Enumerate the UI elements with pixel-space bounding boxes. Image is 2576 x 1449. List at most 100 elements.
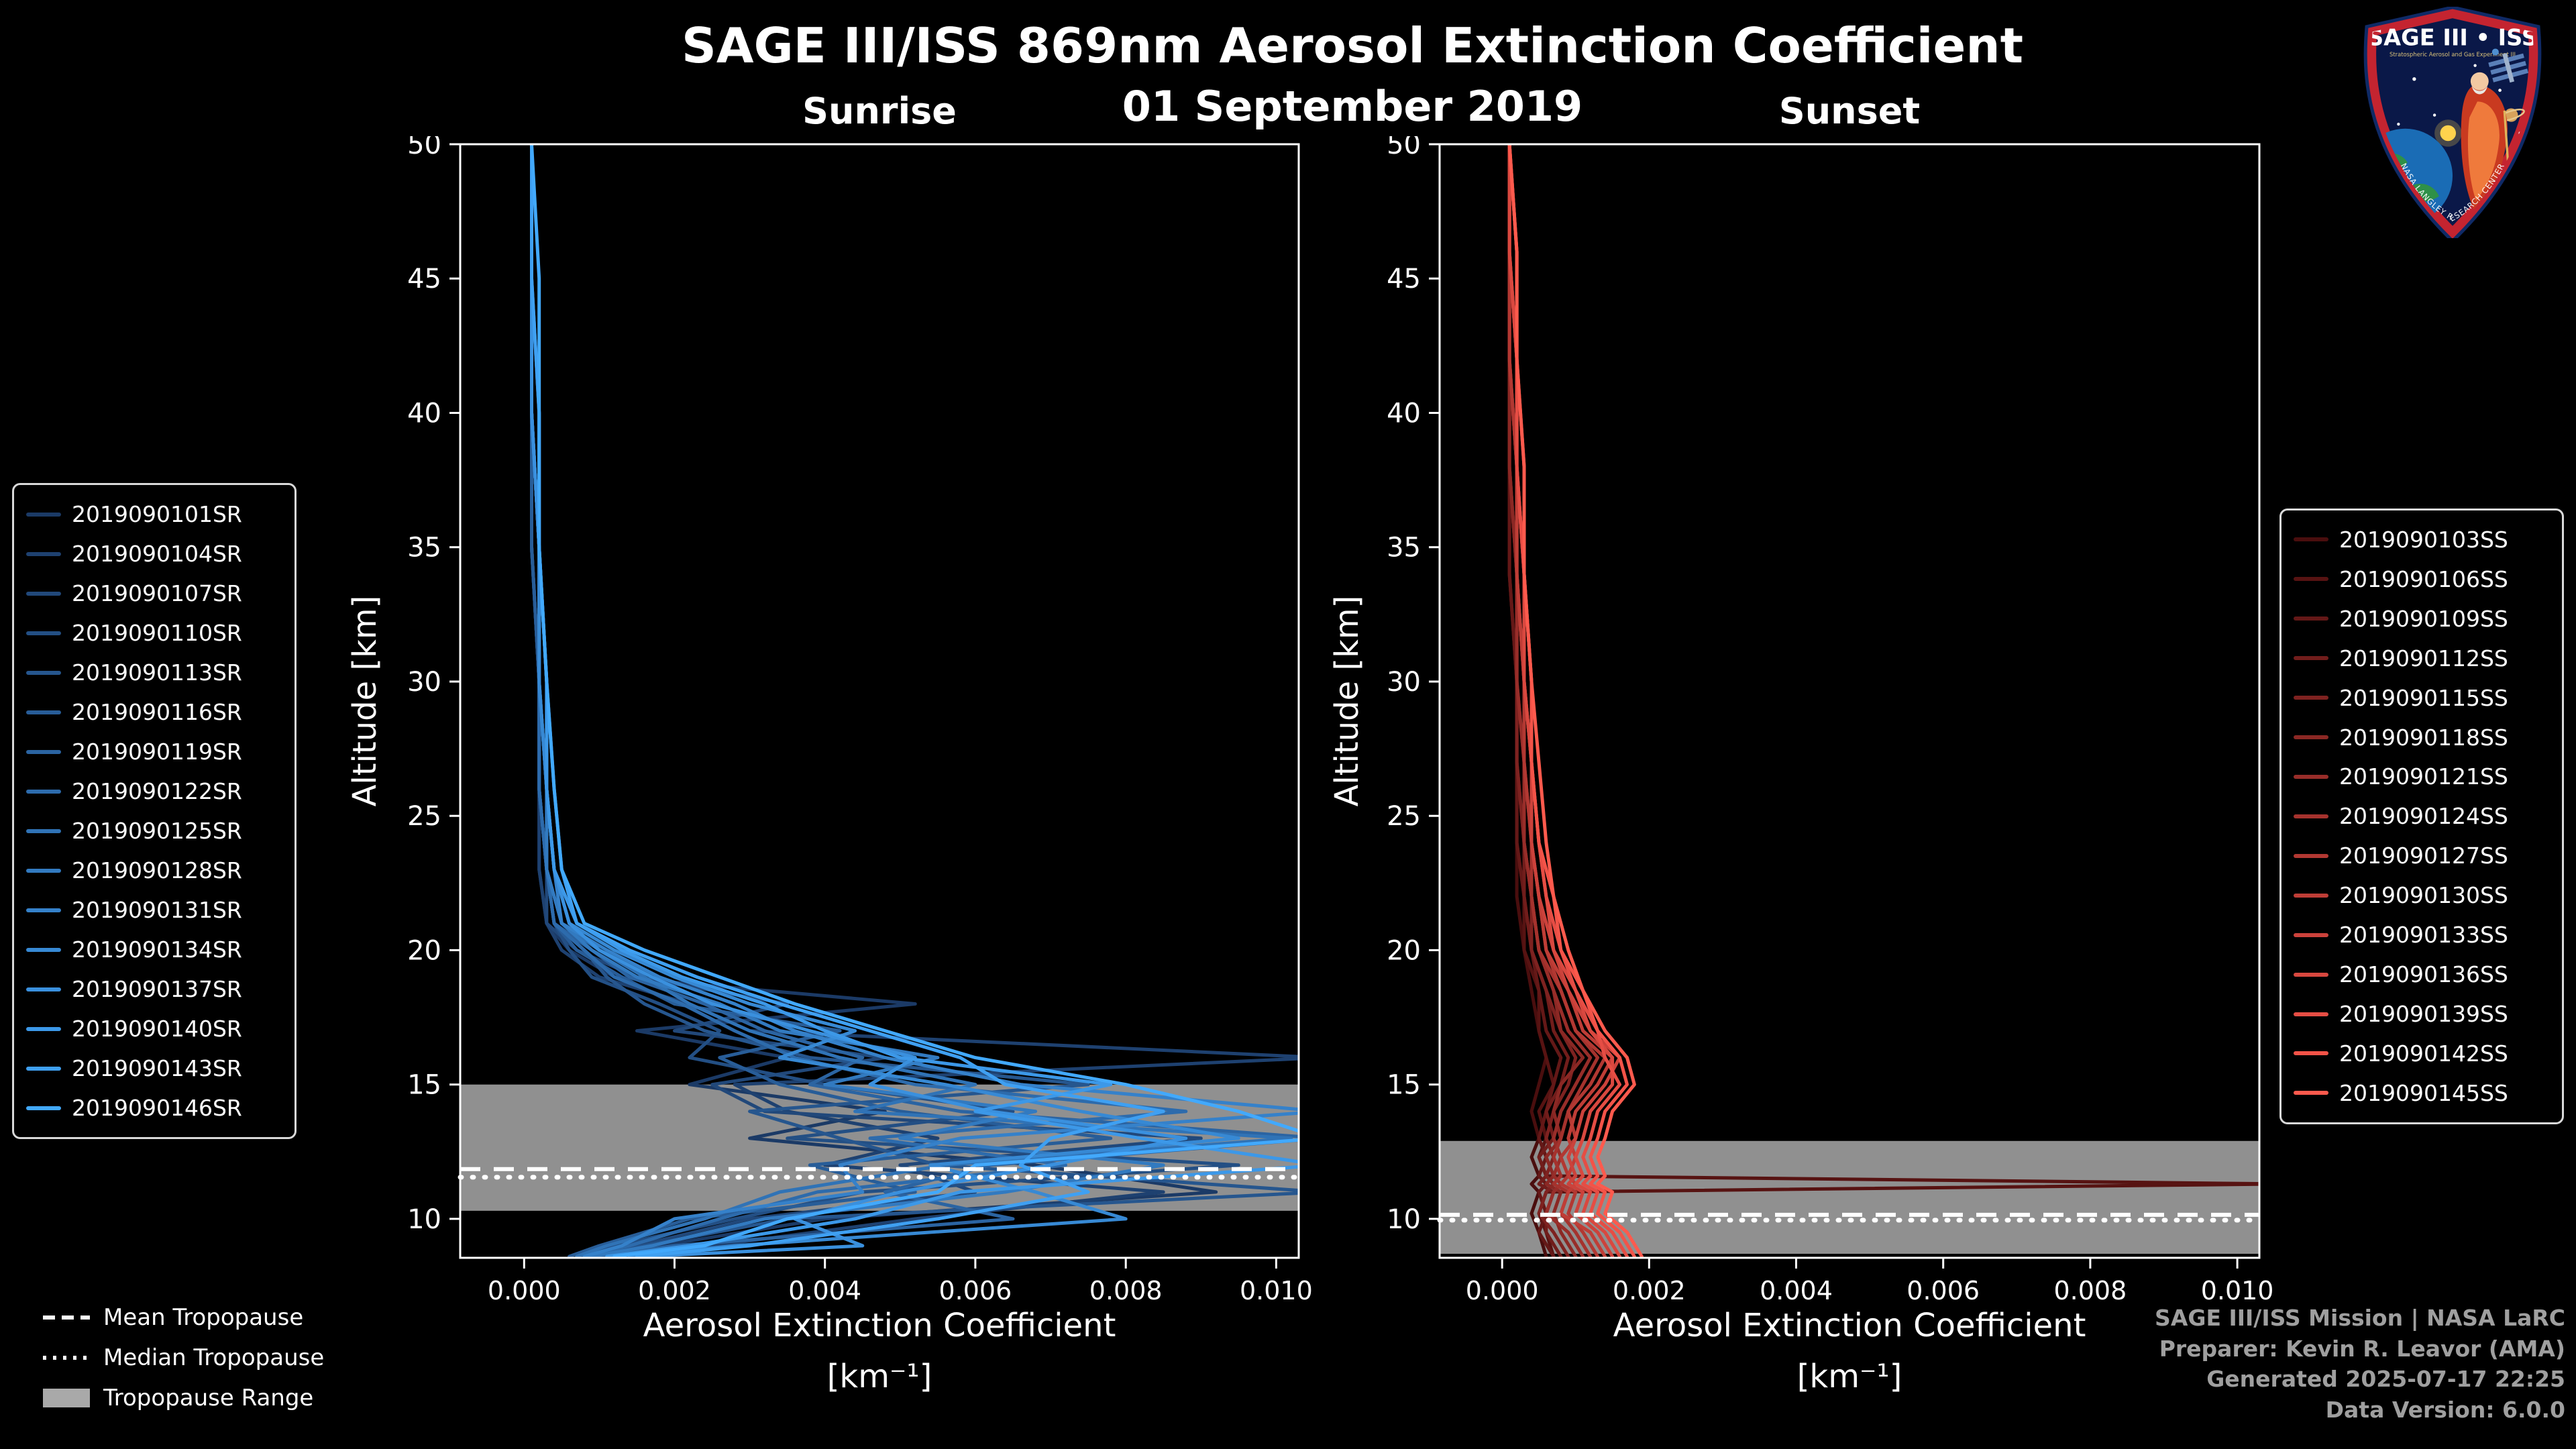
legend-label: 2019090146SR — [72, 1095, 242, 1121]
legend-item: 2019090104SR — [26, 541, 282, 567]
legend-label: 2019090103SS — [2339, 526, 2508, 553]
y-tick-label: 45 — [407, 264, 441, 294]
sun-icon — [2440, 125, 2457, 142]
legend-item: 2019090125SR — [26, 818, 282, 844]
y-tick-label: 10 — [407, 1204, 441, 1235]
legend-line-swatch — [26, 947, 61, 952]
legend-line-swatch — [2294, 1051, 2328, 1056]
sunrise-x-axis-label: Aerosol Extinction Coefficient — [643, 1307, 1116, 1344]
legend-item: 2019090119SR — [26, 739, 282, 765]
y-tick-label: 25 — [1387, 801, 1421, 832]
sunset-legend: 2019090103SS 2019090106SS 2019090109SS 2019… — [2279, 508, 2564, 1124]
logo-title: SAGE III • ISS — [2367, 24, 2538, 50]
profile-line-2019090146SR — [530, 144, 1299, 1258]
legend-label: 2019090128SR — [72, 857, 242, 883]
legend-line-swatch — [26, 512, 61, 517]
legend-label: 2019090109SS — [2339, 605, 2508, 632]
profile-line-2019090116SR — [530, 144, 1113, 1258]
mean-tropopause-legend-item: Mean Tropopause — [43, 1304, 324, 1331]
sage-figure — [2461, 72, 2510, 213]
legend-line-swatch — [2294, 537, 2328, 542]
legend-item: 2019090139SS — [2294, 1001, 2550, 1027]
legend-label: 2019090133SS — [2339, 922, 2508, 949]
credit-data-version: Data Version: 6.0.0 — [2325, 1396, 2565, 1423]
x-tick-label: 0.008 — [2054, 1276, 2127, 1305]
legend-item: 2019090145SS — [2294, 1080, 2550, 1106]
legend-label: 2019090143SR — [72, 1055, 242, 1081]
tropopause-legend: Mean Tropopause Median Tropopause Tropop… — [43, 1304, 324, 1411]
legend-line-swatch — [2294, 577, 2328, 582]
legend-line-swatch — [26, 1106, 61, 1110]
legend-label: 2019090106SS — [2339, 566, 2508, 592]
legend-item: 2019090121SS — [2294, 763, 2550, 790]
x-tick-label: 0.006 — [939, 1276, 1012, 1305]
legend-item: 2019090133SS — [2294, 922, 2550, 948]
y-tick-label: 15 — [407, 1070, 441, 1101]
sunset-x-axis-label: Aerosol Extinction Coefficient — [1613, 1307, 2086, 1344]
dashed-line-swatch — [43, 1316, 90, 1320]
legend-line-swatch — [26, 789, 61, 794]
x-tick-label: 0.008 — [1089, 1276, 1163, 1305]
legend-line-swatch — [26, 987, 61, 991]
sunrise-plot: 0.000 0.002 0.004 0.006 0.008 0.010 10 15 20 25 30… — [407, 136, 1313, 1305]
legend-label: 2019090121SS — [2339, 763, 2508, 790]
legend-line-swatch — [2294, 616, 2328, 621]
legend-line-swatch — [2294, 696, 2328, 700]
sunrise-panel-title: Sunrise — [802, 90, 957, 132]
legend-item: 2019090101SR — [26, 501, 282, 527]
legend-label: 2019090122SR — [72, 778, 242, 804]
credit-generated: Generated 2025-07-17 22:25 — [2206, 1366, 2565, 1393]
legend-item: 2019090136SS — [2294, 961, 2550, 987]
legend-label: 2019090136SS — [2339, 961, 2508, 988]
legend-item: 2019090109SS — [2294, 606, 2550, 632]
legend-line-swatch — [26, 670, 61, 675]
y-tick-label: 40 — [407, 398, 441, 429]
legend-line-swatch — [2294, 735, 2328, 740]
legend-label: 2019090140SR — [72, 1016, 242, 1042]
legend-label: 2019090125SR — [72, 818, 242, 844]
page-title: SAGE III/ISS 869nm Aerosol Extinction Co… — [681, 17, 2024, 74]
sunset-x-axis-unit: [km⁻¹] — [1796, 1358, 1902, 1395]
y-tick-label: 10 — [1387, 1204, 1421, 1235]
legend-label: 2019090101SR — [72, 501, 242, 527]
planet-icon — [2491, 48, 2499, 56]
legend-item: 2019090112SS — [2294, 645, 2550, 672]
legend-label: 2019090142SS — [2339, 1040, 2508, 1067]
x-tick-label: 0.002 — [638, 1276, 711, 1305]
legend-line-swatch — [26, 1026, 61, 1031]
tropopause-range-legend-item: Tropopause Range — [43, 1385, 324, 1411]
x-tick-label: 0.000 — [1466, 1276, 1539, 1305]
mean-tropopause-label: Mean Tropopause — [103, 1304, 304, 1331]
legend-line-swatch — [26, 591, 61, 596]
legend-item: 2019090110SR — [26, 620, 282, 646]
legend-item: 2019090140SR — [26, 1016, 282, 1042]
credit-mission: SAGE III/ISS Mission | NASA LaRC — [2155, 1305, 2565, 1331]
legend-label: 2019090119SR — [72, 739, 242, 765]
y-tick-label: 40 — [1387, 398, 1421, 429]
legend-item: 2019090137SR — [26, 976, 282, 1002]
profile-line-2019090118SS — [1507, 144, 1585, 1258]
legend-item: 2019090128SR — [26, 857, 282, 883]
x-tick-label: 0.002 — [1613, 1276, 1686, 1305]
legend-label: 2019090112SS — [2339, 645, 2508, 672]
x-tick-label: 0.006 — [1907, 1276, 1980, 1305]
y-tick-label: 35 — [1387, 533, 1421, 564]
dotted-line-swatch — [43, 1356, 90, 1360]
y-tick-label: 35 — [407, 533, 441, 564]
legend-line-swatch — [2294, 1012, 2328, 1016]
legend-item: 2019090116SR — [26, 699, 282, 725]
legend-label: 2019090145SS — [2339, 1079, 2508, 1106]
median-tropopause-label: Median Tropopause — [103, 1344, 325, 1371]
legend-label: 2019090134SR — [72, 936, 242, 963]
legend-label: 2019090137SR — [72, 976, 242, 1002]
legend-label: 2019090113SR — [72, 659, 242, 686]
legend-line-swatch — [2294, 893, 2328, 898]
legend-line-swatch — [26, 631, 61, 635]
legend-item: 2019090115SS — [2294, 685, 2550, 711]
legend-item: 2019090124SS — [2294, 803, 2550, 829]
legend-label: 2019090110SR — [72, 620, 242, 646]
legend-line-swatch — [26, 908, 61, 912]
y-tick-label: 30 — [1387, 667, 1421, 698]
legend-label: 2019090130SS — [2339, 882, 2508, 909]
